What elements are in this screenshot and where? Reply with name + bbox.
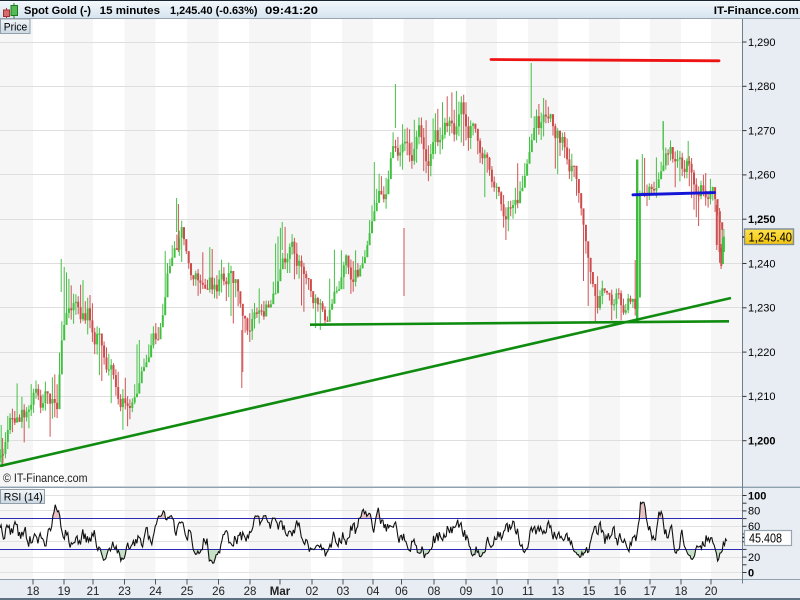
svg-text:23: 23 <box>118 586 131 598</box>
svg-text:03: 03 <box>337 586 350 598</box>
svg-text:1,220: 1,220 <box>748 347 776 359</box>
svg-text:1,280: 1,280 <box>748 81 776 93</box>
svg-text:1,230: 1,230 <box>748 303 776 315</box>
svg-text:1,250: 1,250 <box>748 214 776 226</box>
svg-text:18: 18 <box>675 586 688 598</box>
svg-text:1,210: 1,210 <box>748 391 776 403</box>
svg-text:19: 19 <box>58 586 71 598</box>
svg-text:15: 15 <box>583 586 596 598</box>
svg-text:Price: Price <box>4 21 28 33</box>
svg-text:25: 25 <box>181 586 194 598</box>
svg-text:28: 28 <box>244 586 257 598</box>
svg-text:13: 13 <box>552 586 565 598</box>
svg-text:45.408: 45.408 <box>749 532 782 546</box>
svg-text:20: 20 <box>748 552 760 564</box>
svg-text:1,260: 1,260 <box>748 170 776 182</box>
svg-text:06: 06 <box>395 586 408 598</box>
svg-text:10: 10 <box>491 586 504 598</box>
svg-text:20: 20 <box>705 586 718 598</box>
svg-text:Mar: Mar <box>270 586 291 598</box>
svg-text:Spot Gold (-): Spot Gold (-) <box>24 5 91 17</box>
svg-text:IT-Finance.com: IT-Finance.com <box>714 5 799 17</box>
svg-text:0: 0 <box>748 567 754 579</box>
svg-text:100: 100 <box>748 490 766 502</box>
svg-text:08: 08 <box>428 586 441 598</box>
svg-text:1,240: 1,240 <box>748 258 776 270</box>
svg-text:RSI (14): RSI (14) <box>4 492 43 504</box>
svg-text:1,245.40: 1,245.40 <box>749 230 793 245</box>
svg-text:1,270: 1,270 <box>748 125 776 137</box>
svg-text:1,290: 1,290 <box>748 37 776 49</box>
svg-text:09: 09 <box>460 586 473 598</box>
svg-text:26: 26 <box>212 586 225 598</box>
svg-text:© IT-Finance.com: © IT-Finance.com <box>3 471 88 485</box>
svg-text:1,245.40 (-0.63%): 1,245.40 (-0.63%) <box>170 5 258 17</box>
svg-text:21: 21 <box>87 586 100 598</box>
svg-text:17: 17 <box>644 586 657 598</box>
svg-text:80: 80 <box>748 506 760 518</box>
svg-text:1,200: 1,200 <box>748 436 776 448</box>
svg-text:02: 02 <box>306 586 319 598</box>
svg-text:24: 24 <box>149 586 162 598</box>
svg-text:11: 11 <box>522 586 534 598</box>
svg-text:15 minutes: 15 minutes <box>100 5 160 17</box>
svg-text:18: 18 <box>27 586 40 598</box>
svg-text:09:41:20: 09:41:20 <box>265 5 318 17</box>
svg-text:16: 16 <box>614 586 627 598</box>
svg-text:04: 04 <box>367 586 380 598</box>
